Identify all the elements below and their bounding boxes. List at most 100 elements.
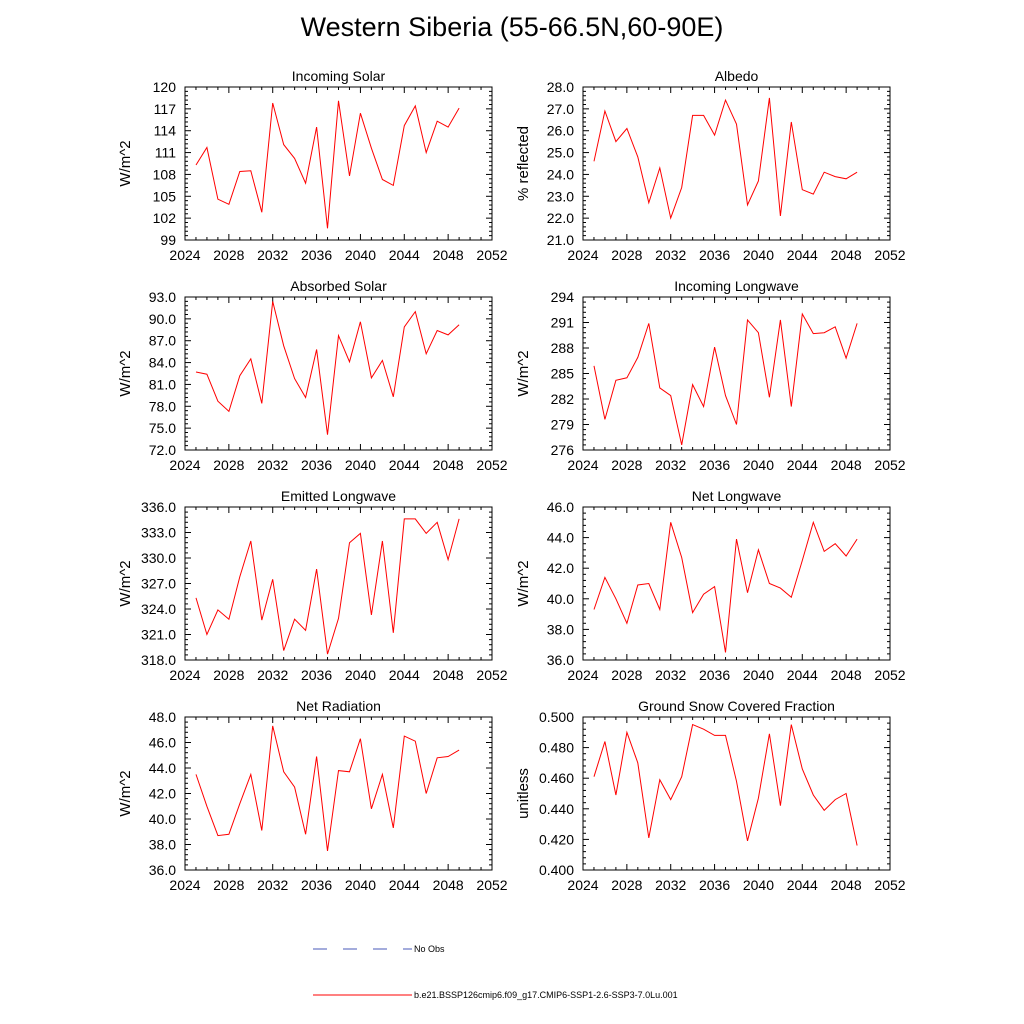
x-tick-label: 2032 (257, 667, 288, 683)
y-tick-label: 38.0 (547, 621, 574, 637)
y-axis-label: W/m^2 (117, 350, 134, 396)
x-tick-label: 2040 (345, 457, 376, 473)
x-tick-label: 2052 (874, 877, 905, 893)
x-tick-label: 2040 (743, 247, 774, 263)
plot-frame (184, 506, 493, 661)
x-tick-label: 2032 (655, 877, 686, 893)
x-tick-label: 2024 (567, 247, 598, 263)
y-tick-label: 117 (154, 101, 177, 117)
x-tick-label: 2036 (301, 247, 332, 263)
y-tick-label: 87.0 (149, 333, 176, 349)
y-tick-label: 0.440 (539, 801, 574, 817)
y-tick-label: 38.0 (149, 837, 176, 853)
y-tick-label: 36.0 (547, 652, 574, 668)
y-tick-label: 78.0 (149, 398, 176, 414)
y-tick-label: 120 (153, 79, 177, 95)
x-tick-label: 2036 (699, 247, 730, 263)
x-tick-label: 2052 (874, 247, 905, 263)
series-line (593, 312, 858, 446)
x-tick-label: 2024 (169, 667, 200, 683)
x-tick-label: 2052 (476, 667, 507, 683)
y-tick-label: 276 (551, 442, 575, 458)
x-tick-label: 2024 (169, 457, 200, 473)
x-tick-label: 2040 (743, 877, 774, 893)
panel-3: Absorbed Solar W/m^2 2024 2028 2032 2036 2040 2… (117, 278, 508, 473)
series-line (195, 725, 460, 851)
panel-title: Albedo (715, 68, 759, 84)
y-tick-label: 0.420 (539, 831, 574, 847)
x-tick-label: 2028 (213, 457, 244, 473)
y-tick-label: 24.0 (547, 166, 574, 182)
x-tick-label: 2032 (655, 457, 686, 473)
x-tick-label: 2028 (213, 877, 244, 893)
y-axis-label: unitless (515, 768, 532, 819)
x-tick-label: 2024 (567, 667, 598, 683)
x-tick-label: 2036 (699, 877, 730, 893)
x-tick-label: 2032 (257, 877, 288, 893)
x-tick-label: 2044 (787, 247, 818, 263)
x-tick-label: 2052 (476, 247, 507, 263)
x-tick-label: 2040 (345, 247, 376, 263)
y-axis-label: W/m^2 (117, 560, 134, 606)
x-tick-label: 2036 (699, 667, 730, 683)
series-line (593, 97, 858, 220)
x-tick-label: 2044 (787, 457, 818, 473)
panel-title: Ground Snow Covered Fraction (638, 698, 835, 714)
x-tick-label: 2048 (831, 877, 862, 893)
y-tick-label: 0.460 (539, 770, 574, 786)
y-tick-label: 0.480 (539, 740, 574, 756)
x-tick-label: 2040 (345, 877, 376, 893)
x-tick-label: 2048 (831, 247, 862, 263)
series-line (593, 723, 858, 846)
plot-frame (184, 296, 493, 451)
plot-frame (582, 506, 891, 661)
panel-7: Net Radiation W/m^2 2024 2028 2032 2036 2040 20… (117, 698, 508, 893)
x-tick-label: 2052 (476, 457, 507, 473)
series-line (195, 100, 460, 229)
x-tick-label: 2048 (433, 247, 464, 263)
y-tick-label: 84.0 (149, 355, 176, 371)
y-tick-label: 48.0 (149, 709, 176, 725)
x-tick-label: 2048 (433, 877, 464, 893)
plot-frame (184, 86, 493, 241)
y-tick-label: 0.400 (539, 862, 574, 878)
x-tick-label: 2044 (787, 667, 818, 683)
x-tick-label: 2032 (655, 667, 686, 683)
x-tick-label: 2036 (301, 877, 332, 893)
panel-title: Net Longwave (692, 488, 782, 504)
x-tick-label: 2040 (743, 457, 774, 473)
y-tick-label: 26.0 (547, 123, 574, 139)
x-tick-label: 2028 (213, 667, 244, 683)
x-tick-label: 2036 (699, 457, 730, 473)
y-tick-label: 108 (153, 166, 177, 182)
y-tick-label: 42.0 (547, 560, 574, 576)
y-tick-label: 324.0 (141, 601, 176, 617)
y-tick-label: 93.0 (149, 289, 176, 305)
x-tick-label: 2048 (831, 457, 862, 473)
y-tick-label: 333.0 (141, 525, 176, 541)
series-line (195, 518, 460, 655)
y-tick-label: 44.0 (149, 760, 176, 776)
y-tick-label: 46.0 (149, 735, 176, 751)
x-tick-label: 2044 (389, 877, 420, 893)
x-tick-label: 2028 (213, 247, 244, 263)
y-tick-label: 99 (160, 232, 176, 248)
x-tick-label: 2024 (169, 877, 200, 893)
plot-frame (582, 86, 891, 241)
x-tick-label: 2040 (743, 667, 774, 683)
x-tick-label: 2024 (567, 877, 598, 893)
series-line (593, 520, 858, 653)
y-tick-label: 40.0 (149, 811, 176, 827)
x-tick-label: 2048 (433, 667, 464, 683)
plot-frame (184, 716, 493, 871)
y-tick-label: 288 (551, 340, 575, 356)
x-tick-label: 2032 (257, 457, 288, 473)
y-tick-label: 321.0 (141, 627, 176, 643)
x-tick-label: 2044 (787, 877, 818, 893)
y-tick-label: 75.0 (149, 420, 176, 436)
panel-title: Net Radiation (296, 698, 381, 714)
panel-title: Absorbed Solar (290, 278, 387, 294)
series-line (195, 301, 460, 435)
x-tick-label: 2032 (257, 247, 288, 263)
y-tick-label: 291 (551, 315, 575, 331)
